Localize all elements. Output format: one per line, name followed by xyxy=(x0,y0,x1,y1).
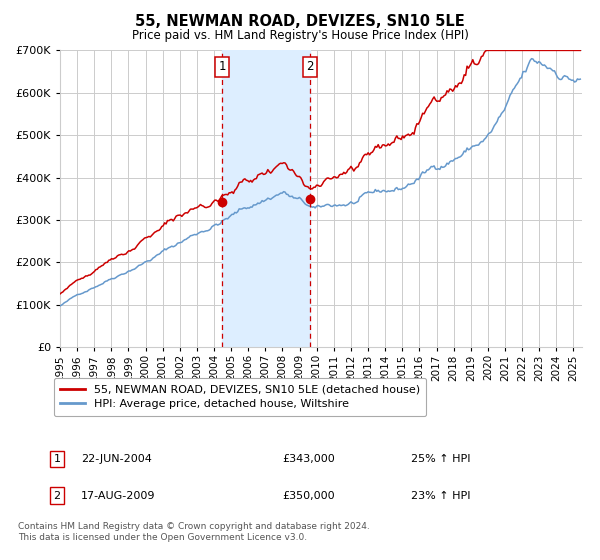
Text: 23% ↑ HPI: 23% ↑ HPI xyxy=(411,491,470,501)
Bar xyxy=(222,50,310,347)
Text: 1: 1 xyxy=(218,60,226,73)
Legend: 55, NEWMAN ROAD, DEVIZES, SN10 5LE (detached house), HPI: Average price, detache: 55, NEWMAN ROAD, DEVIZES, SN10 5LE (deta… xyxy=(53,378,427,416)
Text: 17-AUG-2009: 17-AUG-2009 xyxy=(81,491,155,501)
Text: 25% ↑ HPI: 25% ↑ HPI xyxy=(411,454,470,464)
Text: This data is licensed under the Open Government Licence v3.0.: This data is licensed under the Open Gov… xyxy=(18,533,307,542)
Text: £350,000: £350,000 xyxy=(282,491,335,501)
Text: £343,000: £343,000 xyxy=(282,454,335,464)
Text: 2: 2 xyxy=(53,491,61,501)
Text: 55, NEWMAN ROAD, DEVIZES, SN10 5LE: 55, NEWMAN ROAD, DEVIZES, SN10 5LE xyxy=(135,14,465,29)
Text: Contains HM Land Registry data © Crown copyright and database right 2024.: Contains HM Land Registry data © Crown c… xyxy=(18,522,370,531)
Text: 2: 2 xyxy=(307,60,314,73)
Text: Price paid vs. HM Land Registry's House Price Index (HPI): Price paid vs. HM Land Registry's House … xyxy=(131,29,469,42)
Text: 1: 1 xyxy=(53,454,61,464)
Text: 22-JUN-2004: 22-JUN-2004 xyxy=(81,454,152,464)
